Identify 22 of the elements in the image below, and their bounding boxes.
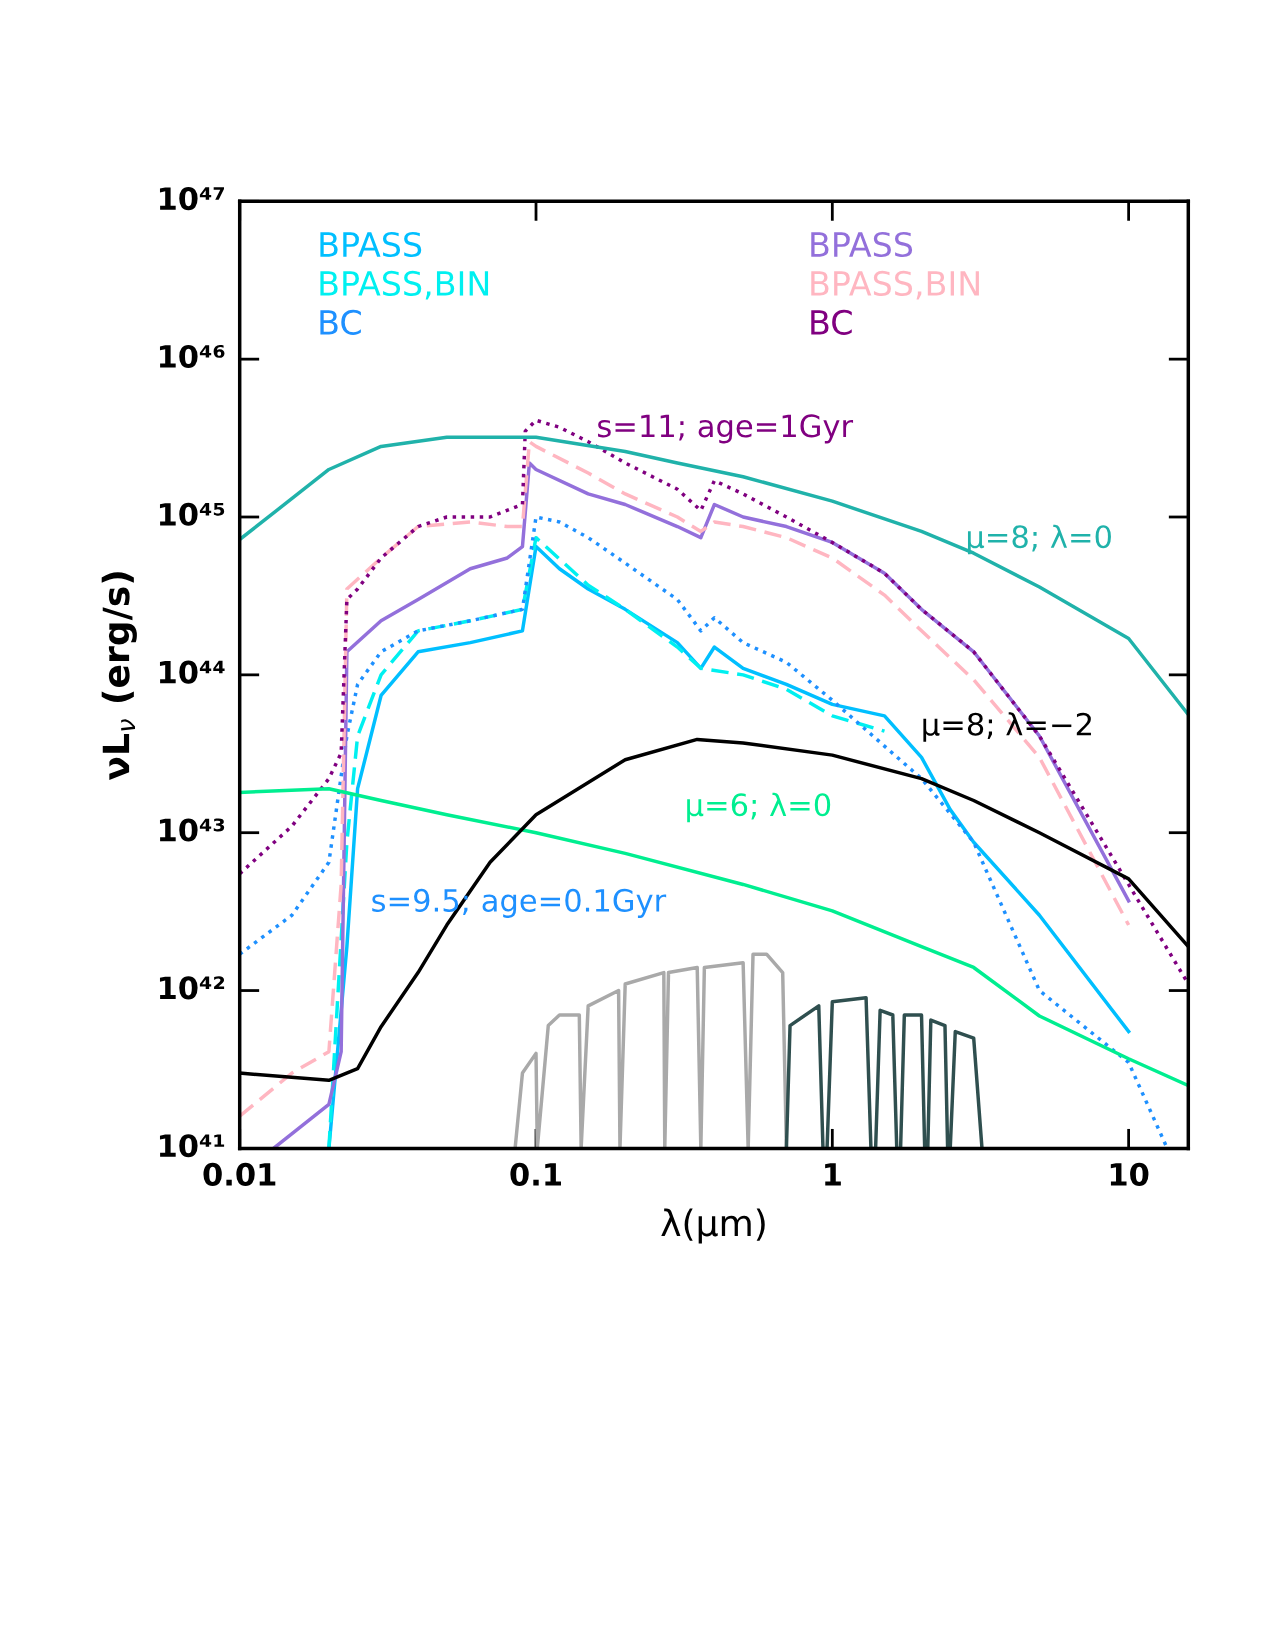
x-tick-label: 1 xyxy=(825,1163,841,1186)
y-tick-label: 10⁴⁵ xyxy=(159,502,225,526)
y-tick-label: 10⁴¹ xyxy=(159,1134,225,1158)
x-tick-label: 0.01 xyxy=(203,1162,276,1186)
x-tick-label: 10 xyxy=(1110,1162,1149,1186)
text: BPASS xyxy=(811,231,913,258)
text: BC xyxy=(320,309,361,335)
x-tick-label: 0.1 xyxy=(510,1162,561,1186)
text: BPASS,BIN xyxy=(811,270,979,300)
y-tick-label: 10⁴⁷ xyxy=(159,187,224,211)
x-axis-title: λ(μm) xyxy=(661,1208,765,1244)
text: BC xyxy=(811,309,852,335)
text: BPASS xyxy=(320,231,422,258)
annotation: μ=6; λ=0 xyxy=(687,792,831,823)
y-tick-label: 10⁴⁶ xyxy=(159,344,225,369)
annotation: μ=8; λ=0 xyxy=(967,524,1111,555)
y-tick-label: 10⁴² xyxy=(159,976,225,1000)
annotation: s=11; age=1Gyr xyxy=(598,414,854,444)
text: BPASS,BIN xyxy=(320,270,489,300)
y-tick-label: 10⁴⁴ xyxy=(159,660,225,684)
y-tick-label: 10⁴³ xyxy=(159,818,225,842)
y-axis-title: νL$_{ν}$ (erg/s) xyxy=(101,572,137,781)
